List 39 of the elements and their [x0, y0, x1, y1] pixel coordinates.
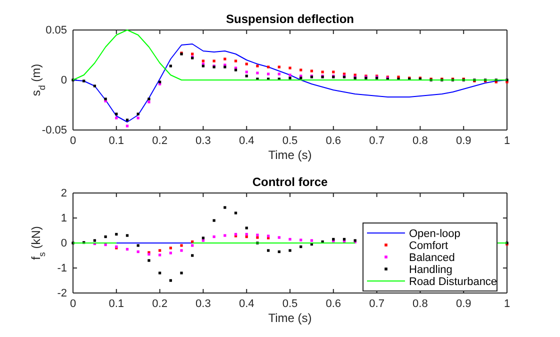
x-tick-label: 0.4 [238, 298, 254, 310]
x-tick-label: 0.1 [108, 298, 124, 310]
x-tick-label: 0 [70, 134, 76, 147]
x-tick-label: 0.3 [196, 298, 211, 310]
legend-label: Comfort [409, 240, 448, 252]
x-axis-title: Time (s) [268, 148, 312, 162]
x-tick-label: 1 [504, 134, 510, 147]
x-axis-title: Time (s) [268, 311, 312, 325]
x-tick-label: 0.8 [412, 298, 428, 310]
y-tick-label: 0 [60, 238, 67, 250]
x-tick-label: 0 [70, 298, 76, 310]
x-tick-label: 1 [504, 298, 510, 310]
x-tick-label: 0.5 [282, 298, 298, 310]
x-tick-label: 0.7 [369, 298, 384, 310]
x-tick-label: 0.8 [412, 134, 428, 147]
x-tick-label: 0.9 [456, 298, 472, 310]
x-tick-label: 0.3 [196, 134, 211, 147]
x-tick-label: 0.6 [326, 134, 342, 147]
y-tick-label: -0.05 [42, 124, 67, 137]
chart-title: Suspension deflection [226, 12, 354, 26]
x-tick-label: 0.2 [152, 134, 168, 147]
x-tick-label: 0.4 [238, 134, 254, 147]
x-tick-label: 0.1 [108, 134, 124, 147]
y-tick-label: 0 [60, 74, 67, 87]
y-tick-label: 1 [60, 212, 67, 225]
x-tick-label: 0.5 [282, 134, 298, 147]
y-tick-label: -2 [57, 288, 67, 300]
legend-label: Balanced [409, 252, 455, 264]
x-tick-label: 0.7 [369, 134, 384, 147]
x-tick-label: 0.2 [152, 298, 168, 310]
legend-label: Handling [409, 264, 452, 276]
y-tick-label: 2 [60, 188, 67, 200]
x-tick-label: 0.6 [326, 298, 342, 310]
legend-label: Road Disturbance [409, 276, 498, 288]
legend-label: Open-loop [409, 228, 460, 240]
x-tick-label: 0.9 [456, 134, 472, 147]
y-tick-label: -1 [57, 262, 67, 275]
chart-title: Control force [252, 175, 328, 189]
y-tick-label: 0.05 [46, 24, 67, 37]
